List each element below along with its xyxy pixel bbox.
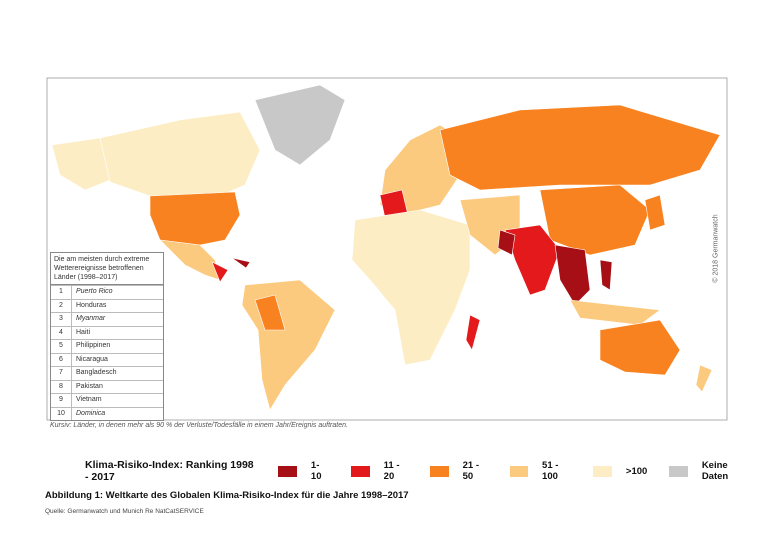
legend-label: 51 - 100: [542, 460, 559, 482]
rank: 8: [51, 380, 72, 393]
philippines: [599, 259, 613, 291]
japan: [644, 194, 666, 231]
madagascar: [465, 314, 481, 351]
caribbean: [231, 257, 251, 269]
country: Myanmar: [76, 315, 106, 322]
legend-label: 1- 10: [310, 460, 322, 482]
india: [504, 224, 561, 296]
table-row: 3 Myanmar: [51, 312, 163, 326]
country: Bangladesch: [76, 369, 117, 376]
table-row: 8 Pakistan: [51, 379, 163, 393]
alaska: [51, 137, 111, 191]
table-row: 4 Haiti: [51, 325, 163, 339]
greenland: [254, 84, 346, 166]
legend-label: Keine Daten: [701, 460, 729, 482]
rank: 1: [51, 286, 72, 299]
country: Nicaragua: [76, 355, 108, 363]
ranking-table: Die am meisten durch extreme Wetterereig…: [50, 252, 164, 421]
rank: 6: [51, 353, 72, 366]
legend-swatch: [351, 465, 370, 477]
table-row: 7 Bangladesch: [51, 366, 163, 380]
country: Pakistan: [76, 382, 103, 390]
legend-swatch: [669, 465, 688, 477]
legend-swatch: [509, 465, 529, 477]
table-row: 6 Nicaragua: [51, 352, 163, 366]
legend-title: Klima-Risiko-Index: Ranking 1998 - 2017: [85, 459, 254, 483]
table-header: Die am meisten durch extreme Wetterereig…: [51, 253, 163, 285]
pakistan: [497, 229, 516, 256]
legend: Klima-Risiko-Index: Ranking 1998 - 2017 …: [85, 459, 770, 483]
honduras-nicaragua: [211, 261, 229, 283]
rank: 3: [51, 313, 72, 326]
legend-swatch: [278, 465, 297, 477]
rank: 9: [51, 394, 72, 407]
table-row: 1 Puerto Rico: [51, 285, 163, 299]
legend-swatch: [430, 465, 449, 477]
legend-label: 11 - 20: [383, 460, 400, 482]
source: Quelle: Germanwatch und Munich Re NatCat…: [45, 508, 204, 515]
note: Kursiv: Länder, in denen mehr als 90 % d…: [50, 422, 348, 429]
usa: [149, 191, 241, 246]
peru-bolivia: [254, 294, 286, 331]
country: Puerto Rico: [76, 288, 113, 295]
country: Philippinen: [76, 342, 111, 349]
rank: 4: [51, 326, 72, 339]
rank: 10: [51, 407, 72, 420]
rank: 5: [51, 340, 72, 353]
rank: 7: [51, 367, 72, 380]
table-row: 9 Vietnam: [51, 393, 163, 407]
country: Vietnam: [76, 396, 102, 403]
table-row: 10 Dominica: [51, 406, 163, 420]
russia: [439, 104, 721, 191]
legend-swatch: [593, 465, 612, 477]
country: Haiti: [76, 328, 91, 336]
table-row: 5 Philippinen: [51, 339, 163, 353]
table-row: 2 Honduras: [51, 298, 163, 312]
legend-label: >100: [625, 465, 648, 477]
country: Honduras: [76, 301, 107, 309]
rank: 2: [51, 299, 72, 312]
caption: Abbildung 1: Weltkarte des Globalen Klim…: [45, 490, 409, 501]
myanmar-indochina: [554, 244, 591, 306]
new-zealand: [695, 364, 713, 393]
canada: [99, 111, 261, 201]
copyright: © 2018 Germanwatch: [712, 214, 720, 283]
africa: [351, 209, 471, 366]
legend-label: 21 - 50: [462, 460, 479, 482]
australia: [599, 319, 681, 376]
country: Dominica: [76, 409, 106, 417]
